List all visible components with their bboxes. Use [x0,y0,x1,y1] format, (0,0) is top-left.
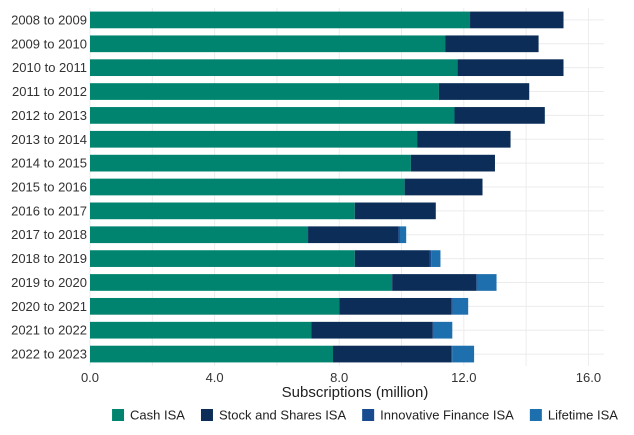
x-tick-label: 12.0 [451,370,476,385]
bar-segment [90,297,340,315]
legend-label: Lifetime ISA [548,408,618,423]
bar-segment [452,297,469,315]
bar-segment [470,11,564,29]
bar-segment [90,226,309,244]
bar-segment [410,154,495,172]
category-label: 2009 to 2010 [11,36,87,51]
bar-segment [398,226,400,244]
legend-swatch [529,409,542,421]
bar-segment [354,202,436,220]
bar-segment [417,130,511,148]
legend: Cash ISA Stock and Shares ISA Innovative F… [112,408,618,423]
legend-item: Innovative Finance ISA [362,408,514,423]
bar-segment [399,226,407,244]
bar-segment [308,226,399,244]
category-label: 2010 to 2011 [12,60,87,75]
bar-segment [90,59,458,77]
x-tick-label: 0.0 [81,370,99,385]
bar-segment [445,35,539,53]
bar-segment [90,11,471,29]
legend-swatch [112,409,125,421]
category-label: 2019 to 2020 [11,275,87,290]
bar-segment [429,250,432,267]
legend-label: Cash ISA [130,408,185,423]
bar-segment [90,202,355,220]
bar-segment [354,250,430,267]
bar-segment [90,178,405,196]
category-label: 2013 to 2014 [11,132,87,147]
legend-swatch [200,409,213,421]
category-label: 2014 to 2015 [11,156,87,171]
bars [90,11,564,363]
legend-swatch [362,409,375,421]
bar-segment [339,297,452,315]
x-tick-label: 8.0 [330,370,348,385]
legend-item: Lifetime ISA [529,408,618,423]
category-label: 2011 to 2012 [12,84,87,99]
bar-segment [311,321,433,339]
x-axis-title: Subscriptions (million) [282,384,429,401]
legend-item: Stock and Shares ISA [200,408,347,423]
bar-segment [457,59,564,77]
category-label: 2020 to 2021 [11,299,87,314]
category-label: 2015 to 2016 [11,180,87,195]
value-axis: 0.0 4.0 8.0 12.0 16.0 [81,370,601,385]
bar-segment [452,345,475,363]
bar-segment [90,345,333,363]
bar-segment [454,107,545,124]
bar-segment [477,274,497,291]
category-axis: 2008 to 2009 2009 to 2010 2010 to 2011 2011… [11,12,87,361]
bar-segment [332,345,452,363]
bar-segment [476,274,478,291]
bar-segment [90,321,312,339]
category-label: 2017 to 2018 [11,227,87,242]
bar-segment [90,274,393,291]
bar-segment [431,250,441,267]
category-label: 2012 to 2013 [11,108,87,123]
bar-segment [392,274,477,291]
bar-segment [90,250,355,267]
bar-segment [90,130,418,148]
bar-segment [438,83,530,100]
legend-label: Innovative Finance ISA [380,408,514,423]
bar-segment [404,178,483,196]
x-tick-label: 16.0 [576,370,601,385]
bar-segment [451,297,453,315]
category-label: 2018 to 2019 [11,251,87,266]
category-label: 2016 to 2017 [11,203,87,218]
bar-segment [90,35,446,53]
legend-item: Cash ISA [112,408,185,423]
bar-segment [451,345,453,363]
category-label: 2022 to 2023 [11,347,87,362]
legend-label: Stock and Shares ISA [219,408,347,423]
category-label: 2008 to 2009 [11,12,87,27]
bar-segment [90,154,411,172]
bar-segment [433,321,453,339]
x-tick-label: 4.0 [206,370,224,385]
category-label: 2021 to 2022 [11,323,87,338]
bar-segment [90,83,439,100]
bar-segment [90,107,455,124]
bar-segment [432,321,434,339]
